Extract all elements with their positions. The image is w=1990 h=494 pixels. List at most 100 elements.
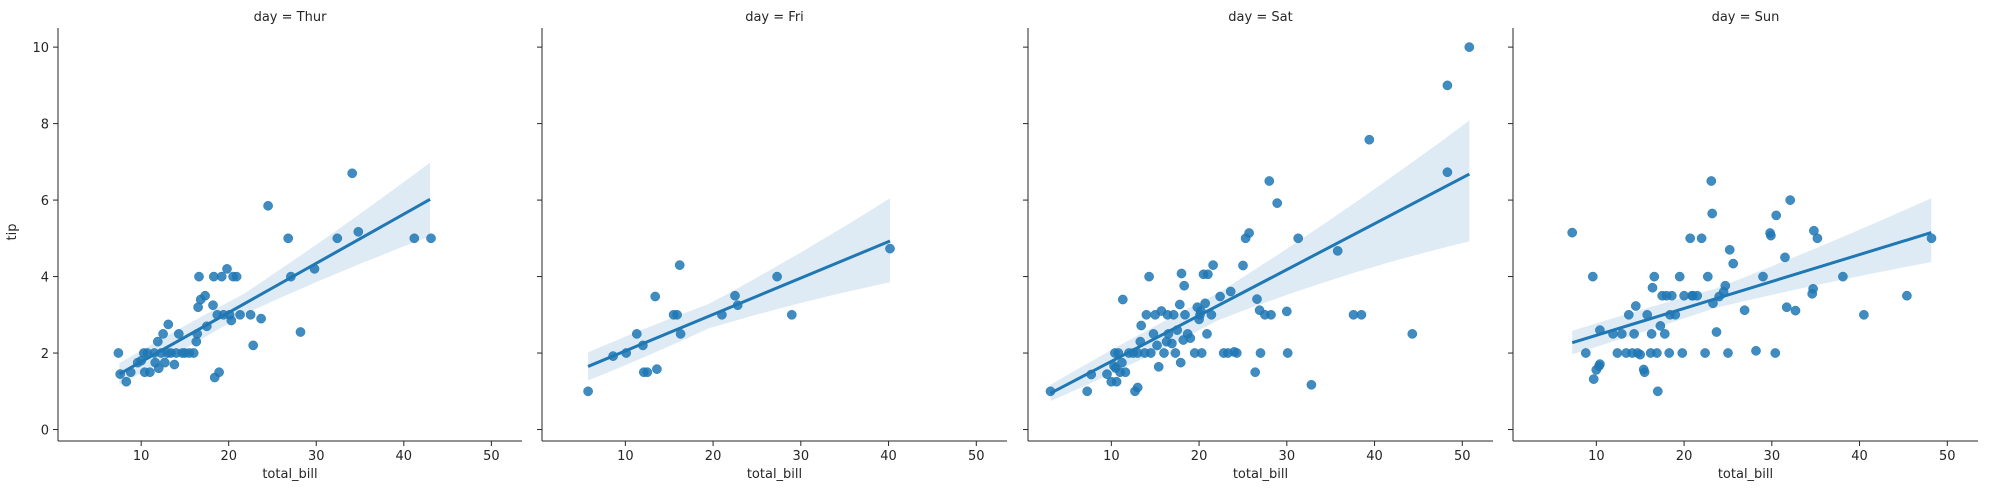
data-point: [121, 376, 132, 387]
data-point: [1141, 309, 1152, 320]
data-point: [1153, 361, 1164, 372]
x-tick-label: 40: [1851, 449, 1868, 464]
facet-panel: day = Sun 10 20 30 40 50 total_bill: [1508, 10, 1978, 482]
regression-line: [118, 198, 431, 376]
panel-title: day = Thur: [254, 10, 327, 25]
data-point: [1179, 280, 1190, 291]
regression-line: [1571, 231, 1932, 345]
x-axis-label: total_bill: [1233, 467, 1288, 482]
data-point: [1176, 268, 1187, 279]
data-point: [353, 226, 364, 237]
data-point: [1720, 280, 1731, 291]
data-point: [1612, 348, 1623, 358]
data-point: [1132, 382, 1143, 393]
data-point: [674, 260, 685, 270]
x-tick-label: 30: [1764, 449, 1781, 464]
data-point: [1170, 348, 1181, 358]
x-tick-label: 40: [396, 449, 413, 464]
y-tick-label: 0: [41, 424, 49, 439]
data-point: [1696, 233, 1707, 244]
x-tick-label: 20: [1676, 449, 1693, 464]
data-point: [1859, 309, 1869, 320]
data-point: [1659, 329, 1670, 339]
data-point: [152, 336, 163, 347]
data-point: [173, 329, 184, 339]
data-point: [1812, 233, 1823, 244]
data-point: [1649, 271, 1660, 282]
data-point: [1202, 329, 1212, 339]
data-point: [1167, 338, 1177, 349]
data-point: [226, 315, 237, 326]
data-point: [1728, 258, 1739, 269]
data-point: [409, 233, 420, 244]
data-point: [1655, 321, 1666, 331]
data-point: [1255, 348, 1266, 358]
x-tick-label: 20: [705, 449, 722, 464]
x-tick-label: 50: [483, 449, 500, 464]
data-point: [1208, 260, 1218, 270]
data-point: [347, 168, 358, 179]
panel-title: day = Sat: [1228, 10, 1292, 25]
data-point: [1647, 282, 1658, 293]
data-point: [1587, 271, 1598, 282]
data-point: [631, 329, 642, 339]
data-point: [1281, 306, 1292, 317]
data-point: [1185, 333, 1196, 343]
data-point: [1595, 359, 1605, 369]
x-tick-label: 50: [1454, 449, 1471, 464]
confidence-band: [1572, 198, 1932, 355]
data-point: [1785, 195, 1796, 205]
data-point: [1711, 327, 1722, 337]
data-point: [1771, 210, 1782, 221]
x-tick-label: 50: [1939, 449, 1956, 464]
data-point: [1926, 233, 1937, 244]
data-point: [1117, 294, 1128, 305]
data-point: [1685, 233, 1696, 244]
data-point: [1293, 233, 1304, 244]
data-point: [1250, 367, 1261, 378]
y-axis-label: tip: [5, 224, 20, 241]
data-point: [1639, 367, 1650, 378]
data-point: [1780, 252, 1790, 263]
data-point: [214, 367, 224, 378]
data-point: [1231, 348, 1242, 358]
x-axis-label: total_bill: [262, 467, 317, 482]
data-point: [1136, 320, 1147, 331]
data-point: [1442, 80, 1453, 91]
y-tick-label: 6: [41, 194, 49, 209]
data-point: [1630, 301, 1641, 311]
x-tick-label: 30: [793, 449, 810, 464]
x-tick-label: 30: [308, 449, 325, 464]
data-point: [1196, 348, 1207, 358]
data-point: [1200, 298, 1211, 309]
data-point: [158, 329, 168, 339]
data-point: [1707, 208, 1718, 219]
data-point: [772, 271, 782, 282]
panel-title: day = Sun: [1712, 10, 1780, 25]
data-point: [1082, 386, 1093, 397]
data-point: [248, 340, 259, 351]
data-point: [1692, 290, 1703, 301]
data-point: [1306, 379, 1317, 390]
data-point: [1145, 348, 1156, 358]
x-tick-label: 10: [133, 449, 150, 464]
facet-panel: day = Thur 0 2 4 6 8 10 10 20 30 40 50 total_bill: [32, 10, 522, 482]
data-point: [1635, 349, 1646, 360]
data-point: [1120, 367, 1131, 378]
x-tick-label: 50: [968, 449, 985, 464]
x-tick-label: 20: [220, 449, 237, 464]
x-tick-label: 30: [1279, 449, 1296, 464]
data-point: [1159, 348, 1169, 358]
data-point: [1464, 42, 1475, 52]
data-point: [1646, 329, 1657, 339]
data-point: [1407, 329, 1418, 339]
data-point: [1652, 348, 1662, 358]
data-point: [1902, 290, 1912, 301]
x-tick-label: 10: [617, 449, 634, 464]
data-point: [1616, 329, 1627, 339]
data-point: [1739, 305, 1750, 316]
data-point: [1623, 309, 1634, 320]
data-point: [1666, 290, 1677, 301]
data-point: [1144, 271, 1154, 282]
data-point: [1567, 227, 1578, 238]
